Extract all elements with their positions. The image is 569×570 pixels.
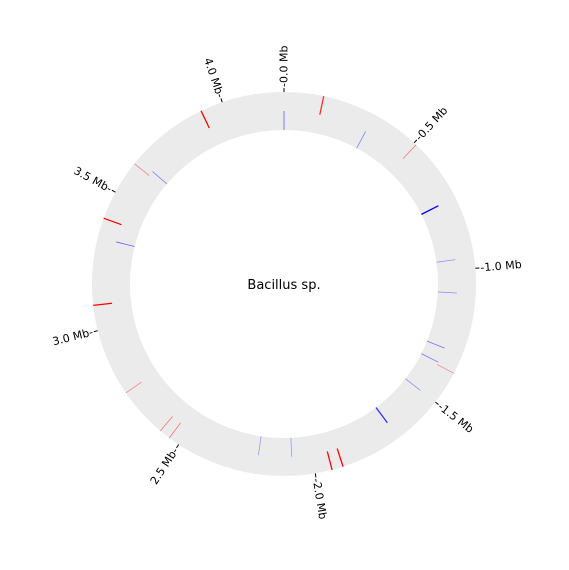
scale-tick-8 bbox=[220, 98, 223, 103]
scale-tick-label-1: -0.5 Mb bbox=[413, 104, 451, 143]
scale-tick-label-3: -1.5 Mb bbox=[435, 400, 476, 436]
scale-tick-4 bbox=[314, 473, 317, 478]
forward-feature-mark-18 bbox=[125, 381, 142, 394]
reverse-feature-mark-7 bbox=[426, 340, 445, 349]
forward-feature-mark-19 bbox=[93, 302, 113, 307]
reverse-feature-mark-10 bbox=[405, 378, 421, 391]
scale-tick-label-7: 3.5 Mb- bbox=[72, 164, 115, 195]
scale-tick-3 bbox=[435, 401, 439, 405]
genome-title: Bacillus sp. bbox=[247, 278, 320, 293]
scale-tick-label-6: 3.0 Mb- bbox=[51, 326, 94, 349]
forward-feature-mark-22 bbox=[134, 163, 150, 176]
reverse-feature-mark-11 bbox=[375, 407, 388, 424]
forward-feature-mark-17 bbox=[160, 416, 173, 432]
reverse-feature-mark-23 bbox=[152, 171, 168, 185]
scale-tick-6 bbox=[93, 330, 98, 333]
reverse-feature-mark-2 bbox=[356, 131, 366, 149]
forward-feature-mark-12 bbox=[336, 448, 344, 467]
reverse-feature-mark-14 bbox=[290, 437, 293, 457]
reverse-feature-mark-5 bbox=[436, 259, 456, 263]
scale-tick-label-5: 2.5 Mb- bbox=[148, 445, 182, 487]
scale-tick-1 bbox=[413, 139, 418, 144]
scale-tick-label-2: -1.0 Mb bbox=[480, 258, 522, 274]
forward-feature-mark-16 bbox=[168, 422, 181, 439]
scale-tick-label-4: -2.0 Mb bbox=[310, 477, 330, 520]
reverse-feature-mark-6 bbox=[437, 291, 457, 294]
forward-feature-mark-0 bbox=[319, 96, 325, 115]
reverse-feature-mark-4 bbox=[421, 205, 439, 215]
reverse-feature-mark-15 bbox=[257, 436, 262, 456]
scale-tick-7 bbox=[111, 189, 116, 193]
forward-feature-mark-13 bbox=[326, 451, 333, 471]
scale-tick-5 bbox=[176, 444, 180, 449]
feature-marks bbox=[93, 96, 457, 471]
scale-tick-label-0: -0.0 Mb bbox=[278, 46, 291, 87]
forward-feature-mark-3 bbox=[402, 144, 417, 159]
scale-tick-label-8: 4.0 Mb- bbox=[201, 56, 227, 99]
forward-feature-mark-21 bbox=[103, 217, 122, 226]
forward-feature-mark-24 bbox=[200, 110, 210, 129]
forward-feature-mark-9 bbox=[436, 364, 455, 374]
reverse-feature-mark-20 bbox=[116, 241, 135, 247]
reverse-feature-mark-8 bbox=[421, 353, 439, 363]
